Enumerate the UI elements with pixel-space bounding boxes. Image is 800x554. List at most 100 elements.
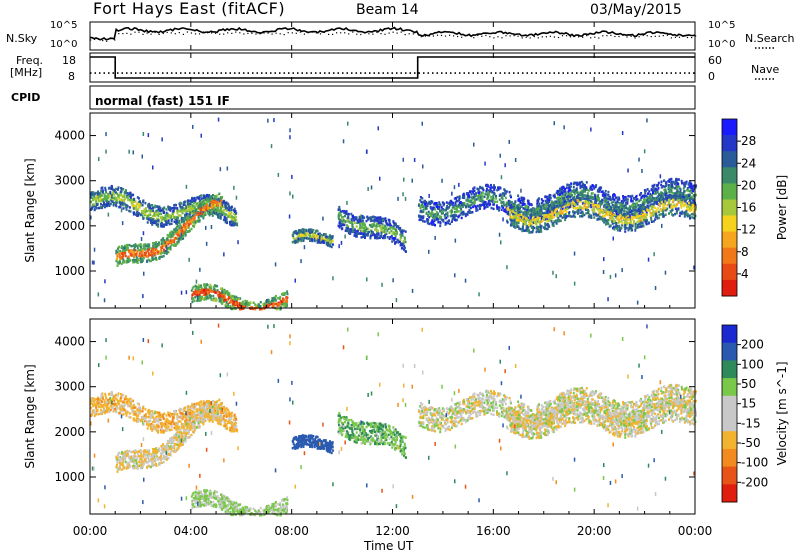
power-cell xyxy=(138,202,141,206)
velocity-cell xyxy=(220,406,223,409)
velocity-cell xyxy=(217,421,220,425)
power-cell xyxy=(218,210,221,213)
power-cell xyxy=(351,224,354,228)
power-cell xyxy=(148,248,151,251)
velocity-cell xyxy=(394,448,396,451)
velocity-cell xyxy=(222,406,225,410)
velocity-cell xyxy=(182,441,185,445)
velocity-cell xyxy=(270,508,273,512)
velocity-cell xyxy=(186,411,189,415)
power-cell xyxy=(210,288,213,291)
power-cell xyxy=(360,236,363,239)
velocity-cell xyxy=(206,494,208,498)
velocity-cell xyxy=(281,503,284,506)
velocity-cell xyxy=(197,412,200,415)
power-cell xyxy=(130,250,133,253)
velocity-cell xyxy=(297,439,300,443)
power-cell xyxy=(149,253,152,257)
velocity-cell xyxy=(218,422,221,425)
velocity-cell xyxy=(162,454,165,457)
power-cell xyxy=(139,256,142,259)
velocity-cell xyxy=(225,412,228,416)
power-cell xyxy=(338,217,340,221)
velocity-cell xyxy=(354,422,356,425)
power-cell xyxy=(95,195,98,198)
power-cell xyxy=(182,237,185,240)
power-cell xyxy=(190,289,193,292)
power-cell xyxy=(312,229,315,232)
velocity-cell xyxy=(160,461,163,464)
power-cell xyxy=(179,238,182,241)
velocity-cell xyxy=(121,451,123,454)
velocity-cell xyxy=(101,395,104,398)
velocity-cell xyxy=(149,419,152,422)
power-cell xyxy=(238,303,241,306)
velocity-cell xyxy=(170,449,173,452)
velocity-cell xyxy=(285,502,288,505)
velocity-cell xyxy=(286,506,288,509)
velocity-cell xyxy=(202,414,204,417)
velocity-cell xyxy=(159,428,162,432)
power-cell xyxy=(196,207,199,211)
power-cell xyxy=(155,245,158,249)
power-cell xyxy=(219,201,222,205)
velocity-cell xyxy=(143,416,146,419)
velocity-cell xyxy=(94,398,97,401)
velocity-cell xyxy=(115,402,118,406)
power-cell xyxy=(138,212,141,216)
power-cell xyxy=(356,230,359,233)
power-cell xyxy=(355,218,357,221)
velocity-cell xyxy=(215,490,217,494)
velocity-cell xyxy=(178,440,181,444)
power-cell xyxy=(175,221,177,225)
power-cell xyxy=(131,259,134,262)
power-cell xyxy=(305,234,307,237)
velocity-cell xyxy=(160,425,163,428)
power-cell xyxy=(294,239,297,243)
power-cell xyxy=(101,194,103,197)
power-cell xyxy=(228,214,231,217)
velocity-cell xyxy=(110,393,113,397)
power-cell xyxy=(225,218,228,221)
velocity-cell xyxy=(231,510,234,513)
power-cell xyxy=(200,284,202,287)
power-cell xyxy=(139,248,142,252)
power-cell xyxy=(205,292,207,296)
power-cell xyxy=(147,215,149,218)
power-cell xyxy=(402,229,405,232)
velocity-cell xyxy=(205,489,208,492)
velocity-cell xyxy=(291,440,294,443)
velocity-cell xyxy=(122,413,125,416)
velocity-cell xyxy=(167,411,170,414)
velocity-cell xyxy=(170,440,173,443)
power-cell xyxy=(169,245,172,248)
velocity-cell xyxy=(320,439,323,443)
power-cell xyxy=(224,218,227,222)
power-cell xyxy=(160,240,163,243)
velocity-cell xyxy=(338,423,340,427)
velocity-cell xyxy=(223,494,226,498)
velocity-cell xyxy=(119,456,122,459)
velocity-cell xyxy=(203,406,206,410)
velocity-cell xyxy=(319,440,322,443)
power-cell xyxy=(204,202,207,206)
power-cell xyxy=(144,251,147,254)
power-cell xyxy=(322,241,325,244)
power-cell xyxy=(173,228,176,231)
velocity-cell xyxy=(298,436,301,439)
power-cell xyxy=(218,290,221,294)
velocity-cell xyxy=(157,458,160,461)
power-cell xyxy=(267,300,270,303)
power-cell xyxy=(177,232,180,235)
power-cell xyxy=(179,222,182,226)
velocity-cell xyxy=(90,406,92,410)
velocity-cell xyxy=(212,400,214,403)
power-cell xyxy=(118,249,121,253)
power-cell xyxy=(131,253,134,256)
velocity-cell xyxy=(298,437,301,440)
velocity-cell xyxy=(120,393,122,396)
power-cell xyxy=(145,209,148,213)
power-cell xyxy=(223,204,226,207)
velocity-cell xyxy=(165,423,168,427)
velocity-cell xyxy=(276,513,279,517)
